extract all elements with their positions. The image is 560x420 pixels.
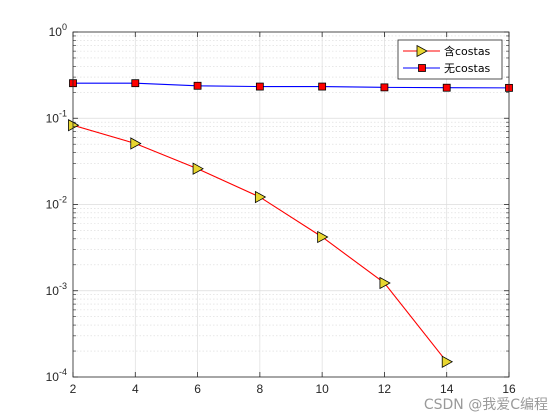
data-point — [255, 82, 264, 91]
axis-ticks — [72, 31, 510, 378]
legend-label-1: 含costas — [444, 44, 491, 58]
x-tick-label: 16 — [502, 382, 516, 396]
x-tick-label: 10 — [315, 382, 329, 396]
data-point — [442, 83, 451, 92]
data-point — [441, 355, 454, 368]
x-tick-label: 6 — [194, 382, 201, 396]
data-point — [317, 230, 329, 244]
x-tick-labels: 2 4 6 8 10 12 14 16 — [70, 382, 516, 396]
watermark: CSDN @我爱C编程 — [423, 397, 548, 413]
x-tick-label: 2 — [70, 382, 77, 396]
series-layer — [68, 79, 513, 368]
y-tick-label: 10-1 — [46, 108, 67, 125]
data-point — [131, 79, 140, 88]
y-tick-label: 10-3 — [46, 281, 67, 298]
data-point — [254, 190, 267, 204]
legend-box — [397, 39, 503, 80]
x-tick-label: 8 — [257, 382, 264, 396]
series-line-2 — [73, 82, 510, 89]
legend-label-2: 无costas — [444, 62, 491, 75]
y-tick-label: 10-4 — [46, 367, 67, 384]
x-tick-label: 14 — [440, 382, 454, 396]
minor-grid — [73, 35, 509, 352]
y-tick-labels: 100 10-1 10-2 10-3 10-4 — [46, 22, 67, 384]
x-tick-label: 4 — [132, 382, 139, 396]
y-tick-label: 10-2 — [46, 195, 67, 212]
legend-marker-1 — [416, 44, 428, 58]
x-tick-label: 12 — [378, 382, 392, 396]
y-tick-label: 100 — [49, 22, 67, 39]
data-point — [192, 162, 204, 175]
data-point — [379, 276, 391, 290]
data-point — [193, 81, 202, 90]
legend: 含costas 无costas — [397, 39, 503, 80]
data-point — [130, 137, 142, 150]
data-point — [318, 82, 327, 91]
data-point — [380, 83, 389, 92]
legend-marker-2 — [418, 64, 426, 72]
